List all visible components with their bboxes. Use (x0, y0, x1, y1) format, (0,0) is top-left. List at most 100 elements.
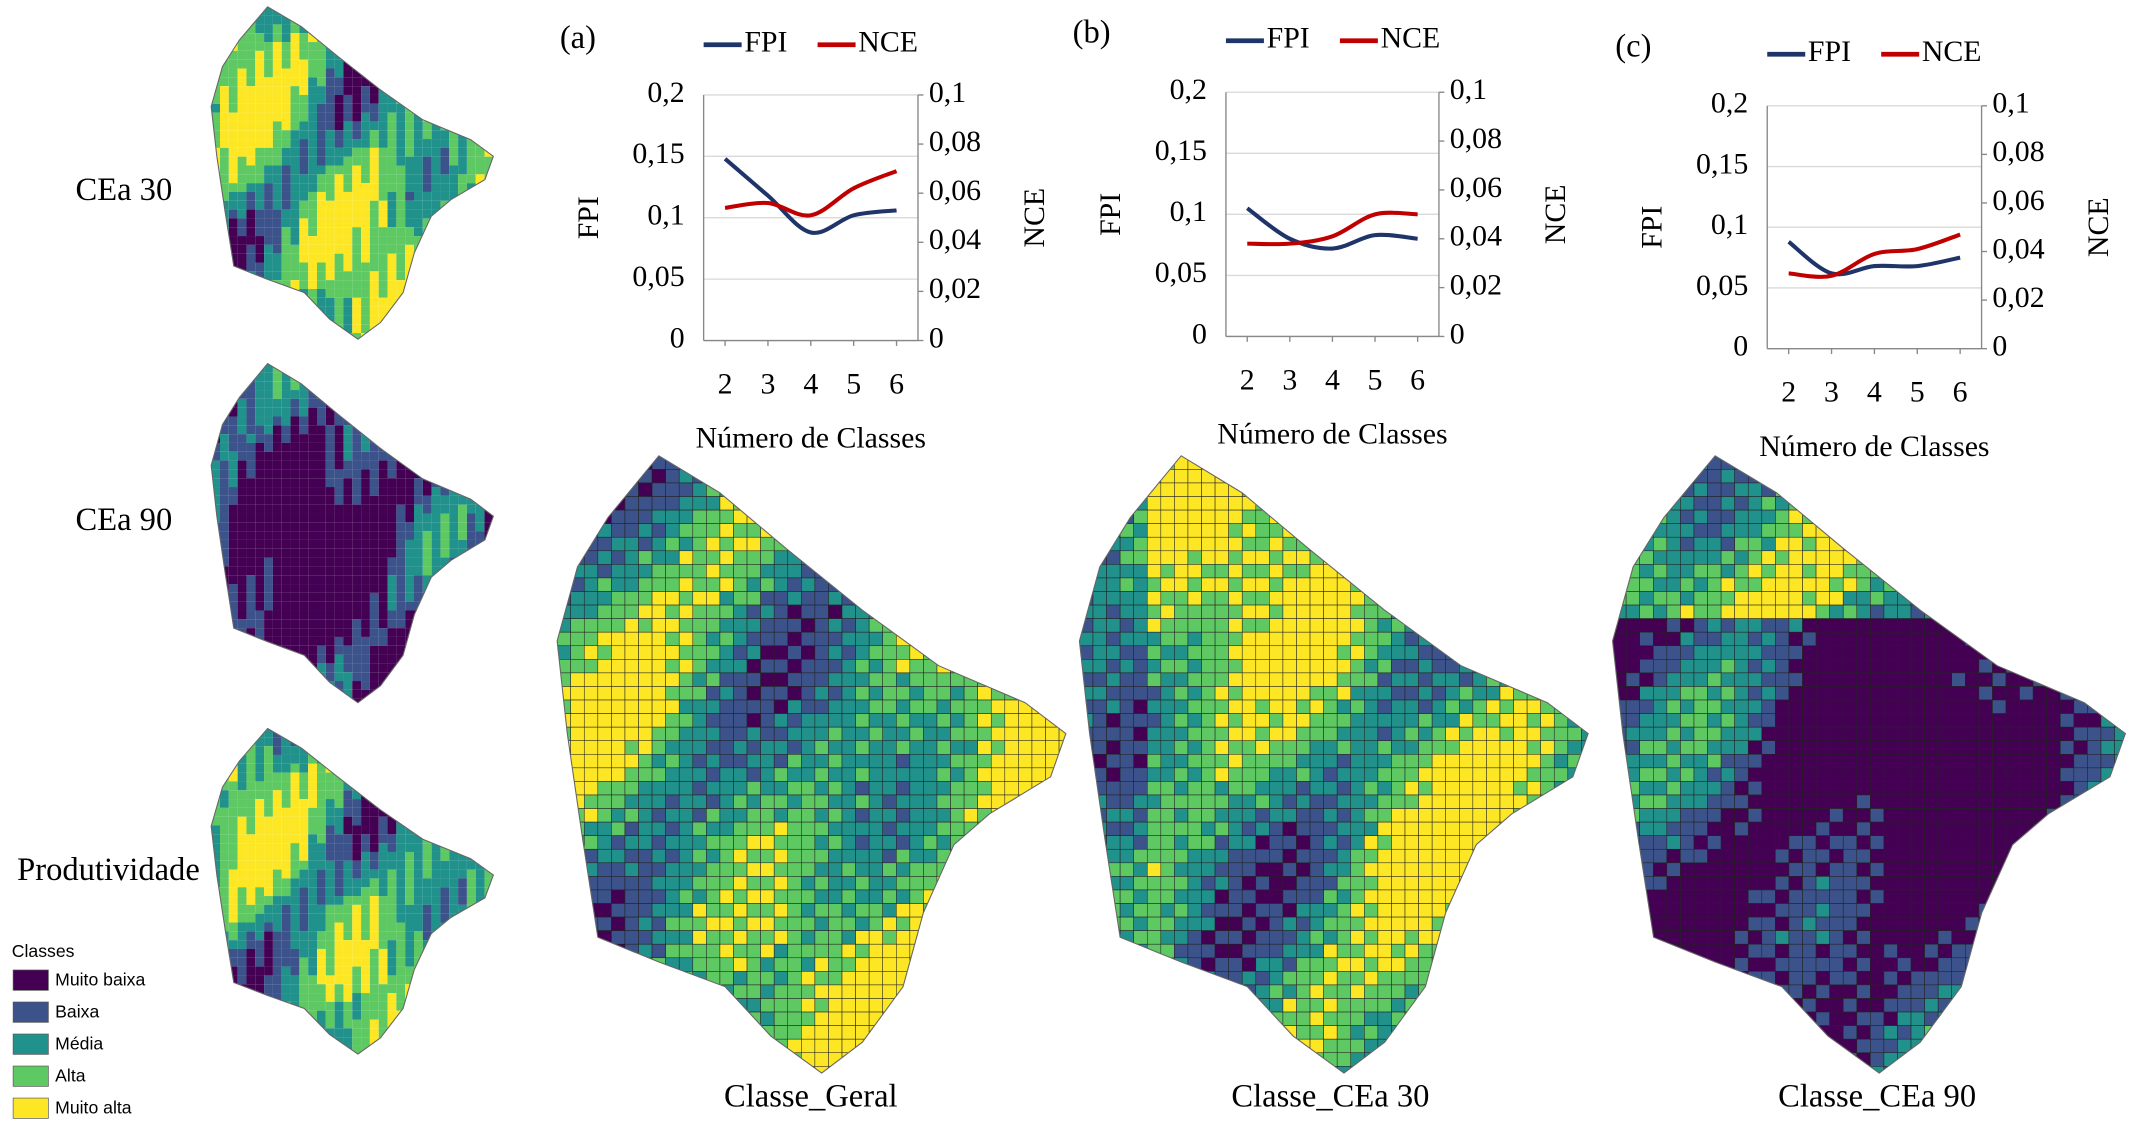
map-cell (405, 443, 414, 452)
map-cell (414, 755, 423, 764)
map-cell (299, 984, 308, 993)
map-cell (467, 218, 476, 227)
map-cell (432, 157, 441, 166)
map-cell (282, 104, 291, 113)
map-cell (238, 593, 247, 602)
map-cell (308, 390, 317, 399)
map-cell (405, 958, 414, 967)
map-cell (414, 399, 423, 408)
map-cell (788, 700, 802, 714)
map-cell (238, 1002, 247, 1011)
map-cell (220, 381, 229, 390)
map-cell (379, 746, 388, 755)
map-cell (423, 192, 432, 201)
map-cell (896, 564, 910, 578)
map-cell (273, 558, 282, 567)
map-cell (423, 469, 432, 478)
map-cell (282, 210, 291, 219)
map-cell (282, 655, 291, 664)
map-cell (264, 487, 273, 496)
map-cell (343, 764, 352, 773)
map-cell (335, 113, 344, 122)
map-cell (282, 690, 291, 699)
map-cell (449, 183, 458, 192)
map-cell (652, 659, 666, 673)
map-cell (1032, 727, 1046, 741)
map-cell (238, 77, 247, 86)
map-cell (361, 469, 370, 478)
map-cell (255, 263, 264, 272)
map-cell (625, 890, 639, 904)
map-cell (476, 245, 485, 254)
map-cell (361, 808, 370, 817)
map-cell (361, 940, 370, 949)
map-cell (220, 174, 229, 183)
map-cell (405, 390, 414, 399)
map-cell (761, 497, 775, 511)
map-cell (361, 729, 370, 738)
map-cell (282, 443, 291, 452)
map-cell (317, 289, 326, 298)
map-cell (485, 434, 494, 443)
map-cell (405, 289, 414, 298)
map-cell (238, 949, 247, 958)
map-cell (352, 575, 361, 584)
map-cell (343, 558, 352, 567)
map-cell (842, 836, 856, 850)
map-cell (476, 166, 485, 175)
map-cell (255, 949, 264, 958)
map-cell (396, 333, 405, 342)
map-cell (388, 967, 397, 976)
map-cell (352, 531, 361, 540)
map-cell (273, 113, 282, 122)
map-cell (264, 949, 273, 958)
map-cell (255, 681, 264, 690)
map-cell (639, 551, 653, 565)
map-cell (238, 271, 247, 280)
map-cell (299, 505, 308, 514)
map-cell (264, 522, 273, 531)
map-cell (458, 86, 467, 95)
map-cell (379, 174, 388, 183)
map-cell (485, 781, 494, 790)
map-cell (299, 16, 308, 25)
map-cell (388, 86, 397, 95)
map-cell (788, 632, 802, 646)
map-cell (317, 558, 326, 567)
map-cell (557, 537, 571, 551)
map-cell (229, 781, 238, 790)
map-cell (432, 416, 441, 425)
map-cell (449, 86, 458, 95)
map-cell (238, 531, 247, 540)
map-cell (308, 95, 317, 104)
map-cell (423, 817, 432, 826)
map-cell (449, 280, 458, 289)
map-cell (299, 452, 308, 461)
map-cell (326, 478, 335, 487)
map-cell (598, 754, 612, 768)
map-cell (361, 602, 370, 611)
map-cell (485, 681, 494, 690)
map-cell (458, 416, 467, 425)
map-cell (352, 416, 361, 425)
map-cell (220, 333, 229, 342)
map-cell (485, 390, 494, 399)
map-cell (388, 923, 397, 932)
map-cell (432, 33, 441, 42)
map-cell (396, 637, 405, 646)
map-cell (828, 497, 842, 511)
map-cell (467, 469, 476, 478)
map-cell (405, 1037, 414, 1046)
map-cell (370, 746, 379, 755)
map-cell (414, 210, 423, 219)
map-cell (458, 646, 467, 655)
map-cell (706, 510, 720, 524)
map-cell (1032, 714, 1046, 728)
map-cell (255, 663, 264, 672)
map-cell (639, 754, 653, 768)
map-cell (255, 781, 264, 790)
map-cell (476, 33, 485, 42)
map-cell (693, 646, 707, 660)
map-cell (396, 280, 405, 289)
map-cell (449, 790, 458, 799)
